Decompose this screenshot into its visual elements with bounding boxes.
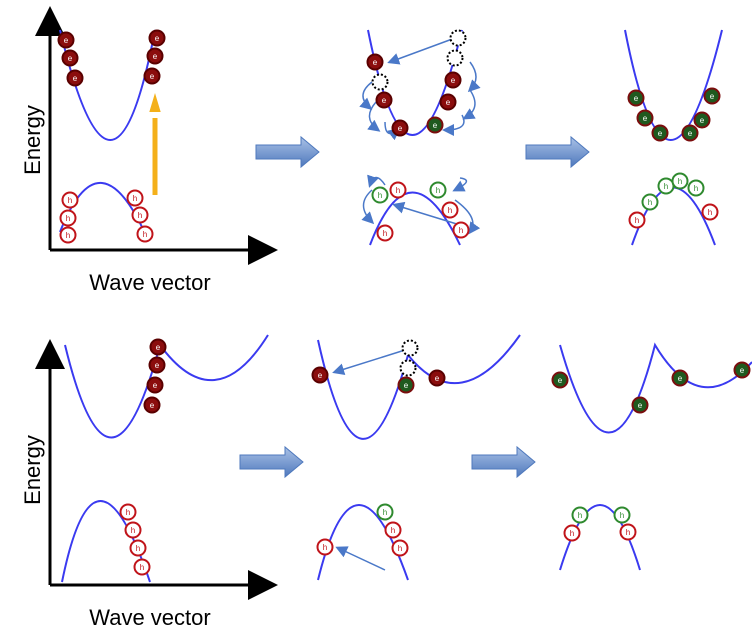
vacancy (401, 361, 416, 376)
particle-label: e (451, 76, 456, 85)
x-label: Wave vector (89, 270, 210, 295)
particle-label: e (64, 36, 69, 45)
particle-label: h (66, 214, 70, 223)
particle-label: h (459, 226, 463, 235)
y-label: Energy (20, 105, 45, 175)
particle-label: h (570, 529, 574, 538)
particle-label: e (153, 52, 158, 61)
particle-label: h (396, 186, 400, 195)
particle-label: e (638, 401, 643, 410)
particle-label: h (138, 211, 142, 220)
x-label: Wave vector (89, 605, 210, 630)
particle-label: h (620, 511, 624, 520)
particle-label: h (140, 563, 144, 572)
particle-label: h (136, 544, 140, 553)
particle-label: e (318, 371, 323, 380)
particle-label: e (155, 34, 160, 43)
particle-label: e (678, 374, 683, 383)
particle-label: e (446, 98, 451, 107)
particle-label: e (710, 92, 715, 101)
particle-label: h (378, 191, 382, 200)
vacancy (448, 51, 463, 66)
particle-label: h (678, 177, 682, 186)
particle-label: h (578, 511, 582, 520)
particle-label: h (664, 182, 668, 191)
particle-label: e (155, 361, 160, 370)
diagram: Energy Wave vector Energy Wave vector ee… (0, 0, 752, 634)
particle-label: h (626, 528, 630, 537)
vacancy (451, 31, 466, 46)
particle-label: e (150, 72, 155, 81)
particle-label: e (433, 121, 438, 130)
particle-label: h (694, 184, 698, 193)
particle-label: e (688, 129, 693, 138)
particle-label: h (383, 229, 387, 238)
particle-label: h (398, 544, 402, 553)
particle-label: h (143, 230, 147, 239)
particle-label: h (133, 194, 137, 203)
vacancy (373, 75, 388, 90)
particle-label: e (634, 94, 639, 103)
particle-label: h (448, 206, 452, 215)
process-arrows (240, 137, 589, 477)
particle-label: h (68, 196, 72, 205)
particle-label: h (66, 231, 70, 240)
particle-label: e (398, 124, 403, 133)
particle-label: h (635, 216, 639, 225)
particle-label: e (382, 96, 387, 105)
particle-label: e (700, 116, 705, 125)
particle-label: e (435, 374, 440, 383)
particle-label: h (323, 543, 327, 552)
particle-label: h (708, 208, 712, 217)
particle-label: e (643, 114, 648, 123)
particle-label: e (156, 343, 161, 352)
axes (50, 12, 272, 585)
particle-label: e (404, 381, 409, 390)
vacancy (403, 341, 418, 356)
particle-label: e (658, 129, 663, 138)
particle-label: h (648, 198, 652, 207)
particle-label: e (373, 58, 378, 67)
excitation-arrowhead (152, 100, 158, 110)
particle-label: e (740, 366, 745, 375)
scattering-arrows (335, 38, 476, 570)
particle-label: e (68, 54, 73, 63)
y-label: Energy (20, 435, 45, 505)
particle-label: e (73, 74, 78, 83)
particle-label: h (126, 508, 130, 517)
particle-label: h (383, 508, 387, 517)
particle-label: h (391, 526, 395, 535)
particle-label: e (558, 376, 563, 385)
particle-label: h (436, 186, 440, 195)
particle-label: h (131, 526, 135, 535)
particle-label: e (150, 401, 155, 410)
particle-label: e (153, 381, 158, 390)
